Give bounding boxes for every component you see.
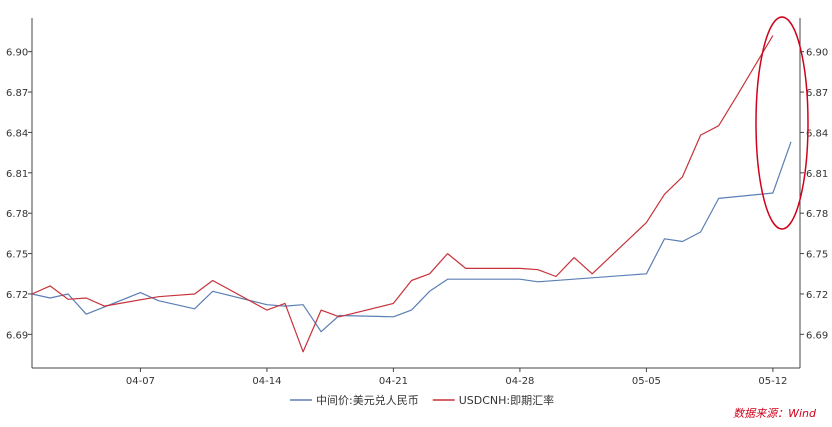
y-tick-label-left: 6.72: [6, 290, 28, 301]
y-tick-label-left: 6.78: [6, 209, 28, 220]
x-tick-label: 04-28: [505, 376, 534, 387]
y-tick-label-left: 6.87: [6, 88, 28, 99]
legend-label-1: 中间价:美元兑人民币: [316, 393, 419, 407]
x-tick-label: 05-12: [758, 376, 787, 387]
y-tick-label-left: 6.90: [6, 48, 28, 59]
y-tick-label-left: 6.75: [6, 250, 28, 261]
y-tick-label-right: 6.90: [806, 48, 828, 59]
legend: 中间价:美元兑人民币 USDCNH:即期汇率: [290, 393, 554, 407]
x-tick-label: 04-14: [252, 376, 281, 387]
y-tick-label-right: 6.87: [806, 88, 828, 99]
x-tick-label: 05-05: [632, 376, 661, 387]
x-tick-label: 04-07: [126, 376, 155, 387]
y-tick-label-left: 6.69: [6, 330, 28, 341]
y-tick-label-right: 6.78: [806, 209, 828, 220]
y-tick-label-left: 6.84: [6, 128, 28, 139]
series-line-2: [31, 35, 774, 353]
highlight-ellipse: [755, 16, 809, 230]
series-lines: [31, 35, 792, 353]
source-note: 数据来源：Wind: [733, 407, 816, 420]
axes: 6.69 6.69 6.72 6.72 6.75 6.75 6.78 6.78 6.81 6.81…: [6, 18, 828, 387]
y-tick-label-right: 6.72: [806, 290, 828, 301]
y-tick-label-right: 6.75: [806, 250, 828, 261]
y-tick-label-right: 6.69: [806, 330, 828, 341]
y-tick-label-right: 6.81: [806, 169, 828, 180]
x-tick-label: 04-21: [379, 376, 408, 387]
y-tick-label-right: 6.84: [806, 128, 828, 139]
y-tick-label-left: 6.81: [6, 169, 28, 180]
legend-label-2: USDCNH:即期汇率: [459, 393, 554, 407]
series-line-1: [31, 141, 792, 333]
